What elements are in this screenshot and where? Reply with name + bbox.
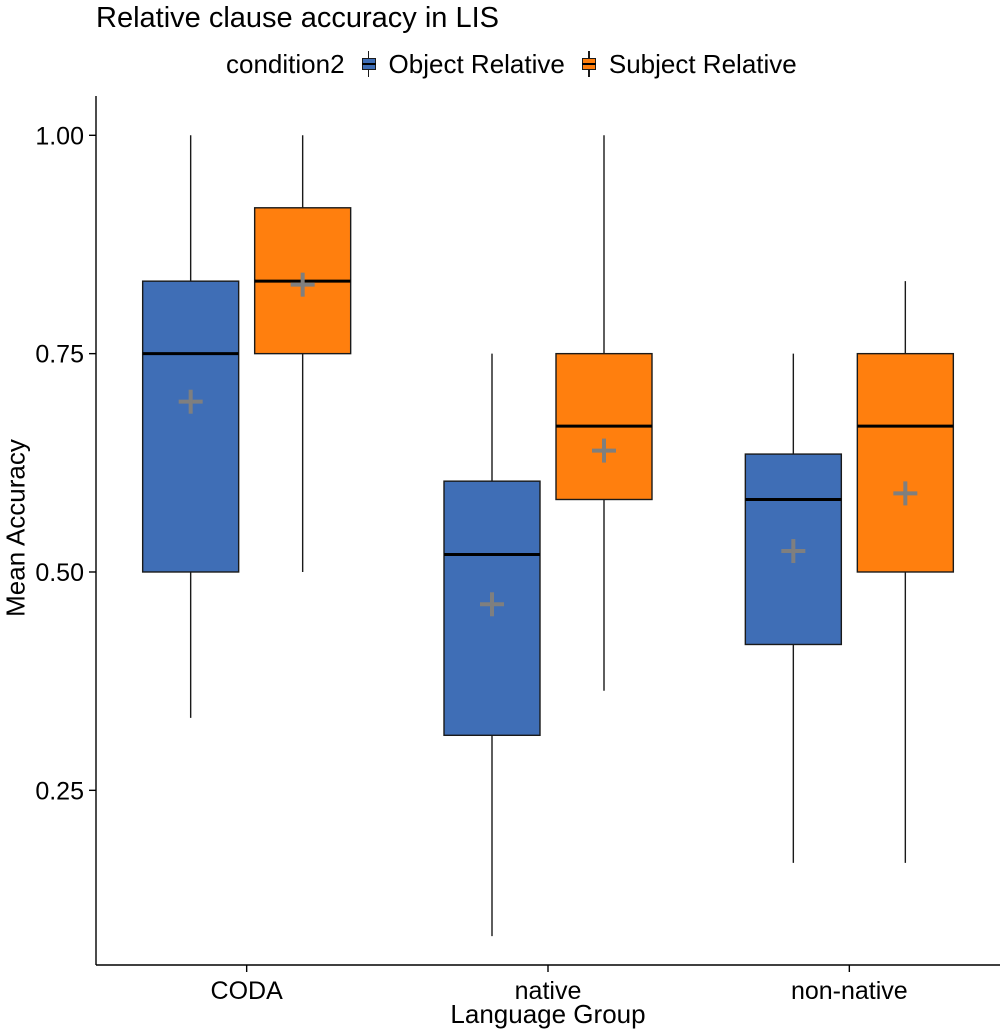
legend-label-subject-relative: Subject Relative (608, 48, 797, 79)
y-tick-label: 1.00 (35, 122, 84, 150)
legend-label-object-relative: Object Relative (388, 48, 565, 79)
legend: condition2 Object Relative Subject Relat… (226, 46, 811, 82)
x-axis-title: Language Group (450, 999, 646, 1029)
x-tick-label: non-native (791, 977, 908, 1005)
object-relative-coda-box (141, 280, 240, 573)
chart-title: Relative clause accuracy in LIS (96, 2, 499, 34)
subject-relative-non-native-box (856, 352, 955, 573)
legend-item-subject-relative: Subject Relative (579, 49, 797, 80)
legend-key-object-relative (359, 51, 379, 77)
y-tick-label: 0.25 (35, 777, 84, 805)
legend-key-subject-relative (579, 51, 599, 77)
x-tick-label: native (515, 977, 582, 1005)
legend-title: condition2 (226, 48, 345, 79)
y-tick-label: 0.75 (35, 341, 84, 369)
y-tick-label: 0.50 (35, 559, 84, 587)
legend-item-object-relative: Object Relative (359, 49, 565, 80)
x-tick-label: CODA (211, 977, 284, 1005)
